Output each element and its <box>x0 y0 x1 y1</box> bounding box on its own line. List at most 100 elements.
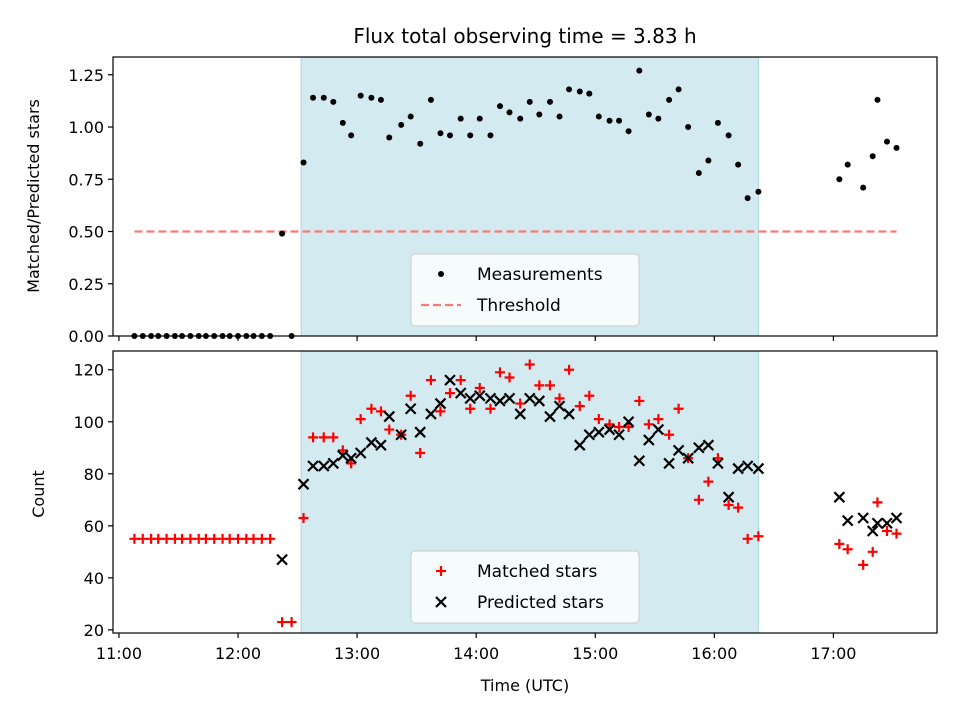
predicted-star-marker <box>833 491 846 503</box>
matched-star-marker <box>733 502 744 513</box>
measurement-point <box>869 153 876 160</box>
matched-star-marker <box>574 401 585 412</box>
measurement-point <box>526 98 533 105</box>
measurement-point <box>476 115 483 122</box>
measurement-point <box>437 130 444 137</box>
matched-star-marker <box>723 500 734 511</box>
predicted-star-marker <box>354 447 367 459</box>
predicted-star-marker <box>702 439 715 451</box>
measurement-point <box>386 134 393 141</box>
measurement-point <box>310 94 317 101</box>
matched-star-marker <box>415 447 426 458</box>
matched-star-marker <box>891 528 902 539</box>
predicted-star-marker <box>544 410 556 423</box>
predicted-star-marker <box>473 389 486 402</box>
predicted-star-marker <box>871 517 884 529</box>
matched-star-marker <box>337 445 348 456</box>
matched-star-marker <box>881 526 892 537</box>
matched-star-marker <box>298 513 309 524</box>
matched-star-marker <box>185 533 196 544</box>
measurement-point <box>398 121 405 128</box>
predicted-star-marker <box>276 553 288 566</box>
matched-star-marker <box>534 380 545 391</box>
series-matched-stars <box>129 359 902 628</box>
measurement-point <box>636 67 643 74</box>
matched-star-marker <box>328 432 339 443</box>
predicted-star-marker <box>404 402 417 415</box>
predicted-star-marker <box>881 517 893 529</box>
legend: Measurements Threshold <box>410 253 640 327</box>
measurement-point <box>368 94 375 101</box>
predicted-star-marker <box>317 460 330 472</box>
matched-star-marker <box>465 403 476 414</box>
bottom-y-axis-label: Count <box>29 470 48 518</box>
predicted-star-marker <box>383 410 396 423</box>
matched-star-marker <box>872 497 883 508</box>
predicted-star-marker <box>663 457 675 470</box>
measurement-point <box>300 159 307 166</box>
matched-star-marker <box>355 414 366 425</box>
legend-label: Measurements <box>477 265 603 285</box>
predicted-star-marker <box>583 428 596 441</box>
x-tick-label: 14:00 <box>453 644 499 663</box>
matched-star-marker <box>593 414 604 425</box>
predicted-star-marker <box>752 462 765 475</box>
predicted-star-marker <box>722 491 735 503</box>
predicted-star-marker <box>672 444 685 457</box>
legend-matched-swatch <box>436 566 446 576</box>
measurement-point <box>407 113 414 120</box>
y-tick-label: 60 <box>84 517 104 536</box>
predicted-star-marker <box>890 512 903 524</box>
predicted-star-marker <box>603 423 616 436</box>
matched-star-marker <box>455 375 466 386</box>
chart-title: Flux total observing time = 3.83 h <box>353 24 696 48</box>
predicted-star-marker <box>732 462 744 475</box>
y-tick-label: 1.00 <box>68 118 104 137</box>
matched-star-marker <box>286 617 297 628</box>
matched-star-marker <box>834 539 845 550</box>
predicted-star-marker <box>454 387 467 399</box>
predicted-star-marker <box>563 408 575 420</box>
measurement-point <box>377 96 384 103</box>
matched-star-marker <box>444 388 455 399</box>
predicted-star-marker <box>593 426 605 438</box>
legend-label: Predicted stars <box>477 593 604 613</box>
predicted-star-marker <box>622 415 635 428</box>
predicted-star-marker <box>682 452 694 464</box>
predicted-star-marker <box>425 408 437 420</box>
measurement-point <box>487 132 494 139</box>
measurement-point <box>893 144 900 151</box>
matched-star-marker <box>233 533 244 544</box>
series-predicted-stars <box>276 374 903 566</box>
y-tick-label: 40 <box>84 569 104 588</box>
measurement-point <box>725 132 732 139</box>
x-tick-label: 17:00 <box>810 644 856 663</box>
measurement-point <box>348 132 355 139</box>
measurement-point <box>695 169 702 176</box>
axes-frame <box>112 350 938 634</box>
measurement-point <box>860 184 867 191</box>
matched-star-marker <box>435 406 446 417</box>
measurement-point <box>547 98 554 105</box>
measurement-point <box>655 115 662 122</box>
measurement-point <box>586 90 593 97</box>
predicted-star-marker <box>693 441 705 454</box>
matched-star-marker <box>474 382 485 393</box>
legend-label: Matched stars <box>477 562 597 582</box>
measurement-point <box>883 138 890 145</box>
measurement-point <box>616 117 623 124</box>
predicted-star-marker <box>434 397 447 410</box>
predicted-star-marker <box>712 457 724 470</box>
matched-star-marker <box>405 390 416 401</box>
matched-star-marker <box>515 398 526 409</box>
predicted-star-marker <box>857 512 869 524</box>
matched-star-marker <box>703 476 714 487</box>
y-tick-label: 100 <box>73 413 104 432</box>
x-tick-label: 15:00 <box>572 644 618 663</box>
predicted-star-marker <box>533 395 546 407</box>
matched-star-marker <box>858 559 869 570</box>
measurement-point <box>714 119 721 126</box>
predicted-star-marker <box>643 434 655 446</box>
matched-star-marker <box>248 533 259 544</box>
predicted-star-marker <box>337 449 349 462</box>
